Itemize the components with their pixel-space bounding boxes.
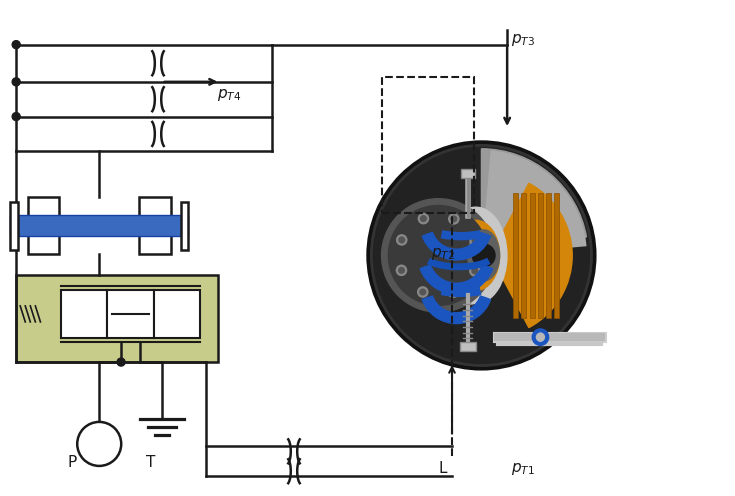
Circle shape bbox=[396, 265, 406, 275]
Circle shape bbox=[470, 236, 480, 246]
Polygon shape bbox=[481, 150, 587, 255]
Circle shape bbox=[12, 113, 20, 121]
Circle shape bbox=[397, 235, 407, 245]
Wedge shape bbox=[481, 149, 587, 255]
Circle shape bbox=[117, 358, 125, 366]
Bar bbox=[140, 197, 171, 254]
Bar bbox=[554, 193, 559, 318]
Circle shape bbox=[473, 238, 478, 244]
Bar bbox=[513, 193, 518, 318]
Bar bbox=[461, 169, 475, 178]
Bar bbox=[546, 193, 551, 318]
Circle shape bbox=[398, 267, 404, 273]
Circle shape bbox=[451, 290, 456, 295]
Circle shape bbox=[473, 244, 495, 267]
Circle shape bbox=[368, 142, 595, 369]
Wedge shape bbox=[423, 298, 490, 323]
Circle shape bbox=[12, 78, 20, 86]
Wedge shape bbox=[490, 184, 573, 327]
Circle shape bbox=[420, 289, 426, 295]
Circle shape bbox=[448, 214, 459, 224]
Text: $p_{T4}$: $p_{T4}$ bbox=[217, 87, 241, 103]
Circle shape bbox=[420, 216, 426, 221]
Bar bbox=[28, 197, 59, 254]
Circle shape bbox=[12, 41, 20, 49]
Wedge shape bbox=[425, 265, 489, 290]
Bar bbox=[10, 202, 18, 249]
Text: L: L bbox=[438, 461, 447, 476]
Bar bbox=[382, 77, 474, 213]
Text: $p_{T3}$: $p_{T3}$ bbox=[511, 32, 535, 48]
Bar bbox=[460, 342, 476, 351]
Text: T: T bbox=[146, 455, 155, 470]
Bar bbox=[538, 193, 543, 318]
Wedge shape bbox=[426, 296, 487, 319]
Circle shape bbox=[399, 237, 404, 243]
Circle shape bbox=[472, 268, 478, 274]
Wedge shape bbox=[420, 266, 492, 294]
Bar bbox=[16, 275, 218, 362]
Circle shape bbox=[388, 205, 488, 306]
Wedge shape bbox=[423, 234, 490, 260]
Circle shape bbox=[417, 287, 428, 297]
Circle shape bbox=[448, 287, 459, 298]
Bar bbox=[181, 202, 188, 249]
Wedge shape bbox=[426, 233, 487, 255]
Text: P: P bbox=[68, 455, 76, 470]
Bar bbox=[154, 290, 200, 338]
Circle shape bbox=[77, 422, 121, 466]
Bar bbox=[107, 290, 154, 338]
Text: $p_{T1}$: $p_{T1}$ bbox=[511, 461, 535, 477]
Circle shape bbox=[418, 213, 429, 224]
Ellipse shape bbox=[467, 230, 500, 281]
Circle shape bbox=[470, 266, 480, 276]
Bar bbox=[529, 193, 534, 318]
Text: $p_{T2}$: $p_{T2}$ bbox=[431, 246, 454, 262]
Circle shape bbox=[381, 199, 495, 312]
Ellipse shape bbox=[445, 207, 507, 304]
Circle shape bbox=[451, 216, 456, 222]
Bar bbox=[61, 290, 107, 338]
Bar bbox=[521, 193, 526, 318]
Bar bbox=[10, 215, 188, 236]
Ellipse shape bbox=[452, 220, 500, 291]
